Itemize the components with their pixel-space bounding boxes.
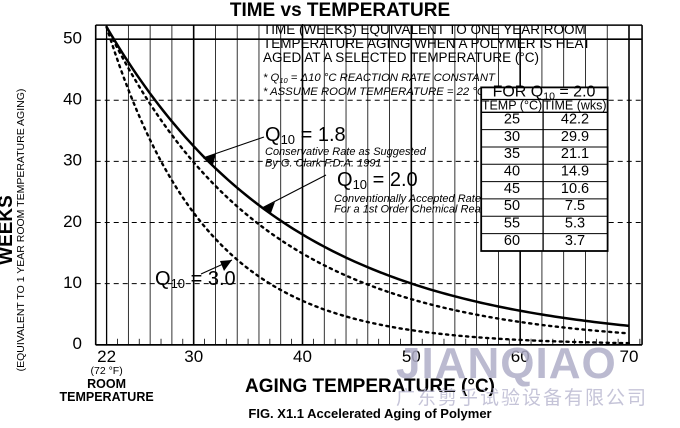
svg-text:40: 40 [293, 347, 312, 366]
svg-text:30: 30 [63, 151, 82, 170]
svg-text:(72 °F): (72 °F) [90, 365, 122, 377]
svg-text:* Q10 = Δ10 °C REACTION RATE C: * Q10 = Δ10 °C REACTION RATE CONSTANT [263, 72, 496, 85]
svg-text:7.5: 7.5 [565, 198, 585, 214]
svg-text:广东剪乎试验设备有限公司: 广东剪乎试验设备有限公司 [396, 387, 648, 409]
svg-text:5.3: 5.3 [565, 216, 585, 232]
svg-text:70: 70 [620, 347, 639, 366]
svg-text:20: 20 [63, 212, 82, 231]
svg-text:60: 60 [504, 233, 520, 249]
svg-text:(EQUIVALENT TO 1 YEAR ROOM TEM: (EQUIVALENT TO 1 YEAR ROOM TEMPERATURE A… [15, 89, 27, 372]
svg-text:Q10 = 3.0: Q10 = 3.0 [155, 268, 236, 291]
svg-text:14.9: 14.9 [561, 164, 589, 180]
svg-text:50: 50 [504, 198, 520, 214]
svg-text:3.7: 3.7 [565, 233, 585, 249]
svg-text:55: 55 [504, 216, 520, 232]
svg-text:0: 0 [73, 334, 82, 353]
svg-text:30: 30 [504, 129, 520, 145]
svg-text:TIME (wks): TIME (wks) [543, 99, 606, 113]
svg-text:21.1: 21.1 [561, 146, 589, 162]
svg-text:TEMP (°C): TEMP (°C) [482, 99, 542, 113]
svg-text:AGED AT A SELECTED TEMPERATURE: AGED AT A SELECTED TEMPERATURE (°C) [263, 50, 539, 65]
svg-text:22: 22 [97, 347, 116, 366]
svg-text:10: 10 [63, 273, 82, 292]
svg-text:JIANQIAO: JIANQIAO [396, 339, 617, 388]
svg-text:30: 30 [184, 347, 203, 366]
svg-text:45: 45 [504, 181, 520, 197]
svg-text:For a 1st Order Chemical React: For a 1st Order Chemical Reaction [334, 204, 504, 216]
svg-text:42.2: 42.2 [561, 112, 589, 128]
svg-text:TEMPERATURE AGING WHEN A POLYM: TEMPERATURE AGING WHEN A POLYMER IS HEAT [263, 36, 591, 51]
svg-text:25: 25 [504, 112, 520, 128]
svg-text:10.6: 10.6 [561, 181, 589, 197]
svg-text:29.9: 29.9 [561, 129, 589, 145]
svg-text:35: 35 [504, 146, 520, 162]
svg-text:* ASSUME ROOM TEMPERATURE = 22: * ASSUME ROOM TEMPERATURE = 22 °C [263, 86, 486, 98]
svg-text:Conservative Rate as Suggested: Conservative Rate as Suggested [265, 146, 427, 158]
svg-text:TIME vs TEMPERATURE: TIME vs TEMPERATURE [230, 0, 450, 21]
svg-text:TEMPERATURE: TEMPERATURE [59, 390, 153, 404]
svg-text:TIME (WEEKS) EQUIVALENT TO ONE: TIME (WEEKS) EQUIVALENT TO ONE YEAR ROOM [263, 22, 586, 37]
svg-text:40: 40 [504, 164, 520, 180]
svg-text:Q10 = 2.0: Q10 = 2.0 [337, 169, 418, 192]
svg-text:40: 40 [63, 90, 82, 109]
svg-text:Q10 = 1.8: Q10 = 1.8 [265, 124, 346, 147]
svg-text:By G. Clark F.D.A. 1991: By G. Clark F.D.A. 1991 [265, 158, 382, 170]
svg-text:50: 50 [63, 29, 82, 48]
svg-text:ROOM: ROOM [87, 377, 126, 391]
